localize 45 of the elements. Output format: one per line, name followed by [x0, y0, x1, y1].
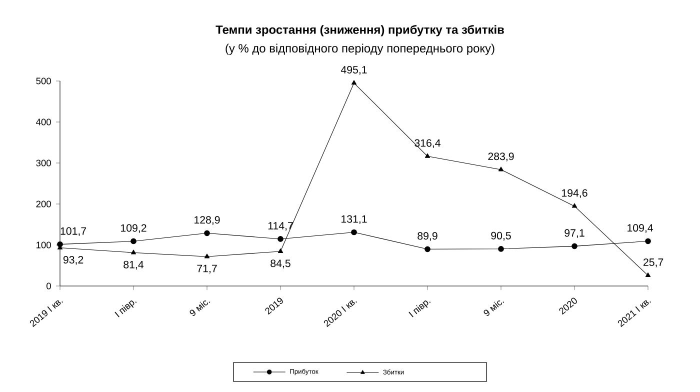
point — [204, 230, 210, 236]
point — [498, 246, 504, 252]
data-label: 71,7 — [197, 264, 217, 274]
data-label: 131,1 — [342, 215, 367, 224]
point — [572, 203, 578, 208]
x-tick-label: I півр. — [114, 300, 137, 318]
point — [572, 243, 578, 250]
point — [351, 229, 357, 236]
y-tick-label: 400 — [36, 118, 51, 126]
x-tick-label: I півр. — [408, 300, 431, 318]
point — [498, 166, 504, 172]
y-tick-label: 100 — [36, 242, 51, 248]
data-label: 316,4 — [414, 139, 440, 148]
data-label: 101,7 — [60, 227, 86, 236]
data-label: 90,5 — [491, 232, 511, 241]
point — [351, 80, 357, 85]
data-label: 109,4 — [628, 224, 654, 233]
point — [204, 254, 210, 258]
point — [645, 238, 651, 244]
chart-subtitle: (у % до відповідного періоду попереднього року) — [226, 44, 494, 55]
data-label: 97,1 — [564, 229, 584, 238]
data-label: 93,2 — [63, 256, 84, 265]
y-tick-label: 300 — [36, 160, 51, 166]
data-label: 89,9 — [418, 232, 438, 241]
x-tick-label: 9 міс. — [484, 300, 504, 316]
x-tick-label: 9 міс. — [190, 300, 210, 316]
point — [130, 238, 136, 244]
data-label: 283,9 — [488, 152, 514, 162]
point — [645, 272, 651, 278]
data-label: 194,6 — [562, 189, 588, 198]
point — [130, 250, 136, 254]
data-label: 84,5 — [270, 260, 290, 268]
point — [278, 236, 284, 242]
data-label: 109,2 — [121, 224, 146, 233]
data-label: 81,4 — [124, 260, 144, 270]
y-tick-label: 200 — [36, 200, 51, 208]
chart-title: Темпи зростання (зниження) прибутку та збитків — [216, 25, 504, 36]
point — [278, 248, 284, 253]
point — [424, 153, 430, 158]
data-label: 25,7 — [644, 258, 664, 268]
y-tick-label: 500 — [36, 78, 51, 84]
data-label: 128,9 — [194, 216, 220, 225]
point — [424, 246, 430, 252]
data-label: 495,1 — [340, 66, 367, 75]
y-tick-label: 0 — [46, 282, 51, 290]
